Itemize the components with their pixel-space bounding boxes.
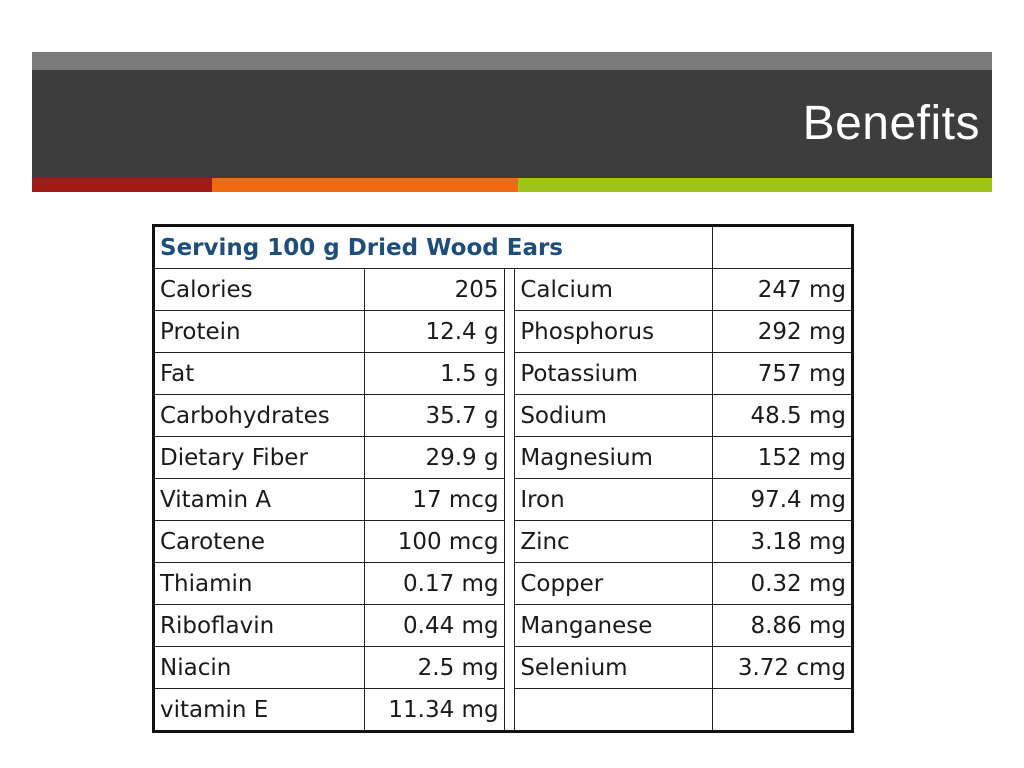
table-row: Dietary Fiber 29.9 g Magnesium 152 mg [153, 436, 853, 479]
accent-stripe-red [32, 178, 212, 192]
nutrient-value-cell: 205 [363, 268, 505, 311]
nutrient-name-cell: Fat [153, 352, 365, 395]
nutrient-value-cell: 3.72 cmg [712, 646, 853, 689]
nutrient-value-cell: 1.5 g [363, 352, 505, 395]
nutrient-name-cell: Riboflavin [153, 604, 365, 647]
table-heading: Serving 100 g Dried Wood Ears [153, 225, 713, 269]
nutrient-value-cell: 48.5 mg [712, 394, 853, 437]
column-gap [503, 394, 516, 437]
nutrient-name-cell: Zinc [514, 520, 714, 563]
column-gap [503, 478, 516, 521]
column-gap [503, 688, 516, 732]
nutrient-name-cell: Carbohydrates [153, 394, 365, 437]
nutrient-name-cell: Calories [153, 268, 365, 311]
nutrient-name-cell: vitamin E [153, 688, 365, 732]
title-banner: Benefits [32, 70, 992, 178]
column-gap [503, 604, 516, 647]
banner-top-strip [32, 52, 992, 70]
nutrient-name-cell: Copper [514, 562, 714, 605]
nutrient-value-cell [712, 688, 853, 732]
table-row: Fat 1.5 g Potassium 757 mg [153, 352, 853, 395]
column-gap [503, 646, 516, 689]
nutrient-value-cell: 8.86 mg [712, 604, 853, 647]
nutrition-table: Serving 100 g Dried Wood Ears Calories 20… [152, 224, 854, 733]
nutrient-name-cell: Protein [153, 310, 365, 353]
nutrient-value-cell: 3.18 mg [712, 520, 853, 563]
nutrient-name-cell: Niacin [153, 646, 365, 689]
nutrient-value-cell: 12.4 g [363, 310, 505, 353]
table-row: Niacin 2.5 mg Selenium 3.72 cmg [153, 646, 853, 689]
table-row: Thiamin 0.17 mg Copper 0.32 mg [153, 562, 853, 605]
nutrient-value-cell: 2.5 mg [363, 646, 505, 689]
nutrient-value-cell: 17 mcg [363, 478, 505, 521]
accent-stripe-green [518, 178, 992, 192]
table-row: Protein 12.4 g Phosphorus 292 mg [153, 310, 853, 353]
nutrient-value-cell: 35.7 g [363, 394, 505, 437]
table-row: Calories 205 Calcium 247 mg [153, 268, 853, 311]
nutrient-value-cell: 0.17 mg [363, 562, 505, 605]
nutrient-value-cell: 29.9 g [363, 436, 505, 479]
column-gap [503, 268, 516, 311]
column-gap [503, 520, 516, 563]
nutrient-name-cell: Calcium [514, 268, 714, 311]
column-gap [503, 310, 516, 353]
nutrient-value-cell: 97.4 mg [712, 478, 853, 521]
nutrient-name-cell: Manganese [514, 604, 714, 647]
table-heading-row: Serving 100 g Dried Wood Ears [153, 225, 853, 269]
column-gap [503, 352, 516, 395]
nutrient-name-cell: Potassium [514, 352, 714, 395]
table-row: Carbohydrates 35.7 g Sodium 48.5 mg [153, 394, 853, 437]
table-row: Vitamin A 17 mcg Iron 97.4 mg [153, 478, 853, 521]
nutrient-name-cell: Selenium [514, 646, 714, 689]
nutrient-value-cell: 11.34 mg [363, 688, 505, 732]
nutrient-value-cell: 292 mg [712, 310, 853, 353]
nutrient-value-cell: 0.32 mg [712, 562, 853, 605]
nutrient-name-cell: Phosphorus [514, 310, 714, 353]
table-row: Carotene 100 mcg Zinc 3.18 mg [153, 520, 853, 563]
nutrient-name-cell: Sodium [514, 394, 714, 437]
nutrient-value-cell: 152 mg [712, 436, 853, 479]
nutrient-name-cell: Dietary Fiber [153, 436, 365, 479]
nutrient-value-cell: 100 mcg [363, 520, 505, 563]
nutrient-value-cell: 0.44 mg [363, 604, 505, 647]
slide-title: Benefits [802, 97, 980, 150]
nutrient-name-cell: Iron [514, 478, 714, 521]
nutrient-name-cell: Thiamin [153, 562, 365, 605]
table-heading-empty-cell [712, 225, 853, 269]
column-gap [503, 436, 516, 479]
column-gap [503, 562, 516, 605]
accent-stripe-orange [212, 178, 518, 192]
nutrient-value-cell: 757 mg [712, 352, 853, 395]
nutrition-table-container: Serving 100 g Dried Wood Ears Calories 20… [152, 224, 856, 733]
nutrient-name-cell: Magnesium [514, 436, 714, 479]
nutrient-value-cell: 247 mg [712, 268, 853, 311]
table-row: vitamin E 11.34 mg [153, 688, 853, 732]
table-row: Riboflavin 0.44 mg Manganese 8.86 mg [153, 604, 853, 647]
nutrient-name-cell [514, 688, 714, 732]
nutrient-name-cell: Carotene [153, 520, 365, 563]
nutrient-name-cell: Vitamin A [153, 478, 365, 521]
